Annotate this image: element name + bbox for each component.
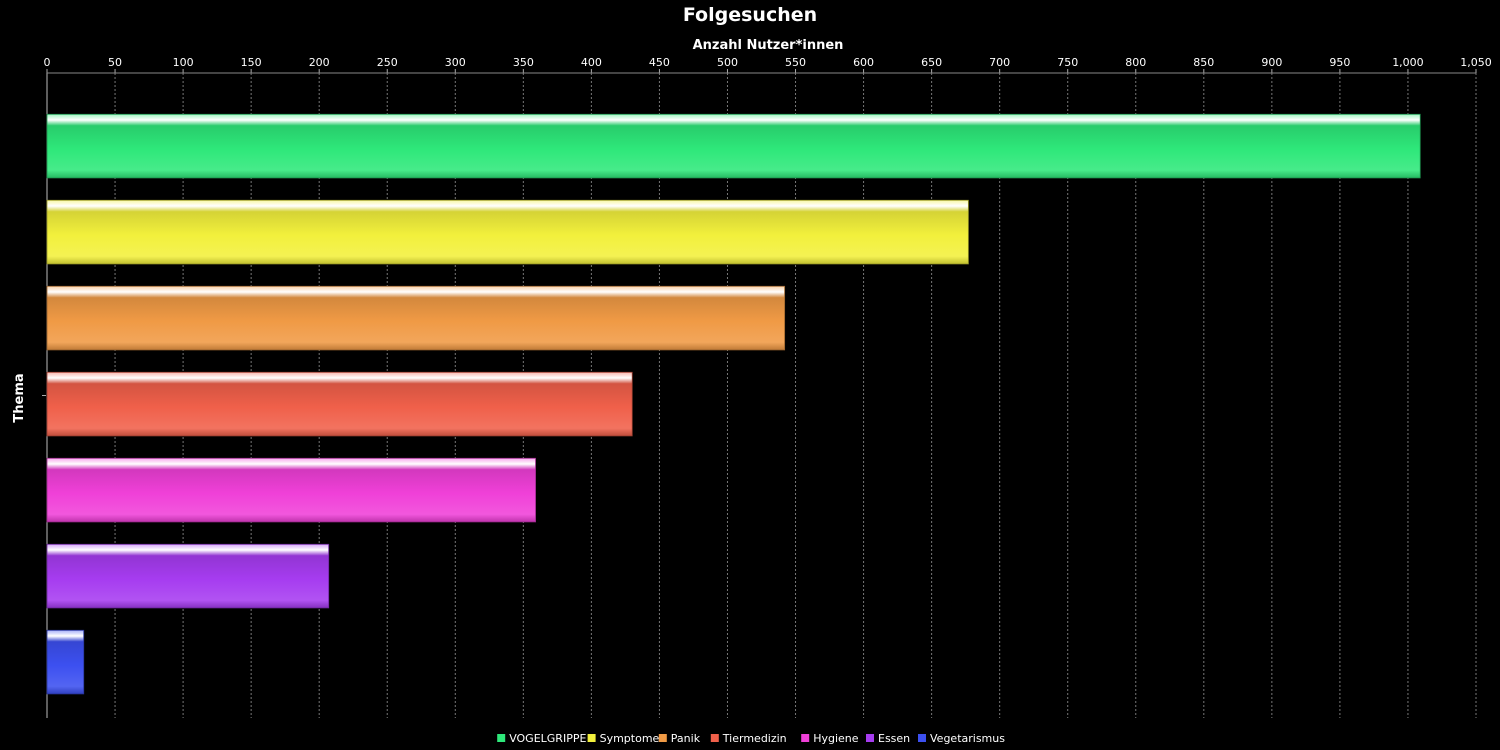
x-tick-label: 700 — [989, 56, 1010, 69]
x-tick-label: 450 — [649, 56, 670, 69]
bar[interactable] — [46, 199, 969, 265]
x-tick-label: 600 — [853, 56, 874, 69]
x-tick-label: 800 — [1125, 56, 1146, 69]
x-tick-label: 250 — [377, 56, 398, 69]
legend-label: Essen — [878, 732, 910, 745]
x-tick-label: 50 — [108, 56, 122, 69]
legend-label: VOGELGRIPPE — [509, 732, 586, 745]
x-tick-label: 1,050 — [1460, 56, 1492, 69]
x-tick-label: 900 — [1261, 56, 1282, 69]
x-axis-title: Anzahl Nutzer*innen — [693, 38, 844, 53]
legend-item[interactable]: Vegetarismus — [918, 732, 1005, 745]
legend-label: Panik — [671, 732, 701, 745]
legend-item[interactable]: Panik — [658, 732, 701, 745]
legend-swatch — [866, 734, 874, 742]
y-axis-title: Thema — [12, 373, 27, 422]
x-tick-label: 300 — [445, 56, 466, 69]
x-axis: 0 50 100 150 200 250 300 350 400 450 500 550 600 650 7… — [42, 56, 1492, 396]
x-tick-label: 200 — [309, 56, 330, 69]
legend-label: Hygiene — [813, 732, 859, 745]
bar[interactable] — [46, 285, 786, 351]
legend-label: Symptome — [600, 732, 660, 745]
legend-swatch — [801, 734, 810, 742]
x-tick-label: 750 — [1057, 56, 1078, 69]
x-tick-label: 500 — [717, 56, 738, 69]
bar[interactable] — [46, 113, 1421, 179]
legend-item[interactable]: Tiermedizin — [710, 732, 787, 745]
legend: VOGELGRIPPE Symptome Panik Tiermedizin Hygie… — [497, 732, 1005, 745]
legend-item[interactable]: Symptome — [587, 732, 660, 745]
legend-item[interactable]: VOGELGRIPPE — [497, 732, 586, 745]
legend-swatch — [918, 734, 926, 742]
legend-swatch — [587, 734, 596, 742]
x-tick-label: 0 — [44, 56, 51, 69]
x-tick-label: 850 — [1193, 56, 1214, 69]
x-tick-label: 650 — [921, 56, 942, 69]
x-tick-label: 550 — [785, 56, 806, 69]
x-tick-label: 1,000 — [1392, 56, 1424, 69]
legend-item[interactable]: Essen — [866, 732, 910, 745]
bar[interactable] — [46, 629, 85, 695]
chart-title: Folgesuchen — [683, 4, 817, 26]
x-tick-label: 400 — [581, 56, 602, 69]
legend-swatch — [497, 734, 506, 742]
legend-swatch — [658, 734, 667, 742]
x-tick-label: 350 — [513, 56, 534, 69]
bar[interactable] — [46, 371, 633, 437]
x-tick-label: 100 — [173, 56, 194, 69]
grid-lines — [46, 73, 1477, 718]
legend-item[interactable]: Hygiene — [801, 732, 859, 745]
x-tick-label: 950 — [1329, 56, 1350, 69]
bars — [46, 113, 1421, 695]
bar[interactable] — [46, 543, 330, 609]
legend-swatch — [710, 734, 719, 742]
legend-label: Tiermedizin — [722, 732, 787, 745]
bar[interactable] — [46, 457, 536, 523]
x-tick-label: 150 — [241, 56, 262, 69]
legend-label: Vegetarismus — [930, 732, 1005, 745]
